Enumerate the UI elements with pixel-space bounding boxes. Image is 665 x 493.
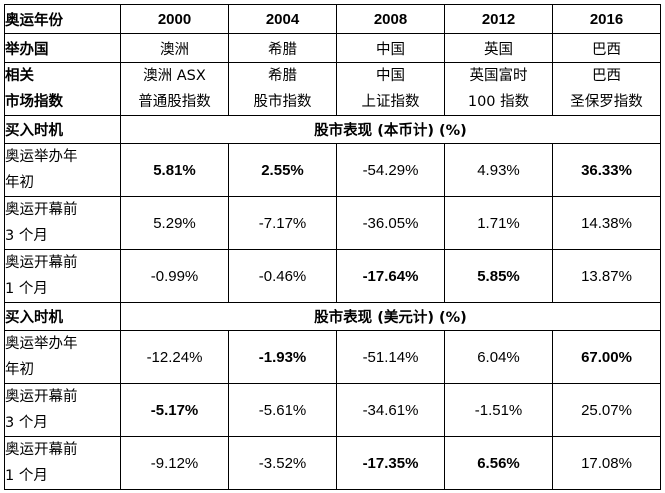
market-index-name-line2: 上证指数 <box>361 94 420 110</box>
return-cell: -5.61% <box>228 383 337 437</box>
year-header-cell: 2008 <box>336 4 445 34</box>
section-title: 股市表现 (美元计) (%) <box>120 302 661 331</box>
section-header-row: 买入时机 股市表现 (本币计) (%) <box>4 115 661 144</box>
section-header-row: 买入时机 股市表现 (美元计) (%) <box>4 302 661 331</box>
year-header-label: 奥运年份 <box>4 4 121 34</box>
return-cell: 13.87% <box>552 249 661 303</box>
return-cell: -0.46% <box>228 249 337 303</box>
host-country-row: 举办国 澳洲 希腊 中国 英国 巴西 <box>4 33 661 63</box>
return-cell: -9.12% <box>120 436 229 490</box>
year-header-cell: 2000 <box>120 4 229 34</box>
timing-label-line1: 奥运开幕前 <box>5 202 78 218</box>
market-index-name-line1: 澳洲 ASX <box>143 68 206 84</box>
return-cell: 36.33% <box>552 143 661 197</box>
return-cell: 25.07% <box>552 383 661 437</box>
timing-label: 奥运举办年 年初 <box>4 143 121 197</box>
section-title: 股市表现 (本币计) (%) <box>120 115 661 144</box>
return-cell: -17.35% <box>336 436 445 490</box>
return-cell: 4.93% <box>444 143 553 197</box>
table-row: 奥运举办年 年初 -12.24% -1.93% -51.14% 6.04% 67… <box>4 330 661 384</box>
return-cell: -54.29% <box>336 143 445 197</box>
table-row: 奥运开幕前 3 个月 -5.17% -5.61% -34.61% -1.51% … <box>4 383 661 437</box>
buy-timing-label: 买入时机 <box>4 302 121 331</box>
timing-label-line1: 奥运开幕前 <box>5 255 78 271</box>
timing-label-line2: 1 个月 <box>5 468 48 484</box>
market-index-name-line2: 圣保罗指数 <box>570 94 643 110</box>
return-cell: 1.71% <box>444 196 553 250</box>
timing-label-line1: 奥运举办年 <box>5 336 78 352</box>
timing-label: 奥运开幕前 3 个月 <box>4 383 121 437</box>
return-cell: -7.17% <box>228 196 337 250</box>
timing-label-line1: 奥运开幕前 <box>5 389 78 405</box>
host-country-label: 举办国 <box>4 33 121 63</box>
host-country-cell: 英国 <box>444 33 553 63</box>
market-index-name-line1: 英国富时 <box>469 68 528 84</box>
return-cell: 17.08% <box>552 436 661 490</box>
market-index-cell: 希腊 股市指数 <box>228 62 337 116</box>
return-cell: 67.00% <box>552 330 661 384</box>
market-index-name-line2: 普通股指数 <box>138 94 211 110</box>
return-cell: 5.29% <box>120 196 229 250</box>
return-cell: -34.61% <box>336 383 445 437</box>
timing-label-line2: 1 个月 <box>5 281 48 297</box>
return-cell: 14.38% <box>552 196 661 250</box>
return-cell: -3.52% <box>228 436 337 490</box>
timing-label: 奥运开幕前 1 个月 <box>4 249 121 303</box>
olympic-market-returns-table: 奥运年份 2000 2004 2008 2012 2016 举办国 澳洲 希腊 … <box>4 4 661 490</box>
timing-label-line2: 3 个月 <box>5 228 48 244</box>
year-header-cell: 2016 <box>552 4 661 34</box>
return-cell: 2.55% <box>228 143 337 197</box>
return-cell: -12.24% <box>120 330 229 384</box>
return-cell: -17.64% <box>336 249 445 303</box>
timing-label-line1: 奥运举办年 <box>5 149 78 165</box>
market-index-label: 相关 市场指数 <box>4 62 121 116</box>
market-index-cell: 中国 上证指数 <box>336 62 445 116</box>
timing-label-line2: 3 个月 <box>5 415 48 431</box>
market-index-cell: 英国富时 100 指数 <box>444 62 553 116</box>
market-index-cell: 澳洲 ASX 普通股指数 <box>120 62 229 116</box>
timing-label: 奥运举办年 年初 <box>4 330 121 384</box>
market-index-row: 相关 市场指数 澳洲 ASX 普通股指数 希腊 股市指数 中国 上证指数 英国富… <box>4 62 661 116</box>
market-index-name-line1: 巴西 <box>592 68 621 84</box>
return-cell: 5.81% <box>120 143 229 197</box>
host-country-cell: 澳洲 <box>120 33 229 63</box>
table-row: 奥运开幕前 1 个月 -9.12% -3.52% -17.35% 6.56% 1… <box>4 436 661 490</box>
host-country-cell: 巴西 <box>552 33 661 63</box>
timing-label: 奥运开幕前 1 个月 <box>4 436 121 490</box>
return-cell: -51.14% <box>336 330 445 384</box>
return-cell: -36.05% <box>336 196 445 250</box>
return-cell: -1.93% <box>228 330 337 384</box>
market-index-cell: 巴西 圣保罗指数 <box>552 62 661 116</box>
year-header-cell: 2004 <box>228 4 337 34</box>
return-cell: -1.51% <box>444 383 553 437</box>
host-country-cell: 中国 <box>336 33 445 63</box>
market-index-name-line1: 希腊 <box>268 68 297 84</box>
timing-label-line2: 年初 <box>5 362 34 378</box>
buy-timing-label: 买入时机 <box>4 115 121 144</box>
market-index-name-line2: 股市指数 <box>253 94 312 110</box>
timing-label-line2: 年初 <box>5 175 34 191</box>
timing-label: 奥运开幕前 3 个月 <box>4 196 121 250</box>
market-index-label-line2: 市场指数 <box>5 94 63 110</box>
table-row: 奥运开幕前 3 个月 5.29% -7.17% -36.05% 1.71% 14… <box>4 196 661 250</box>
market-index-label-line1: 相关 <box>5 68 34 84</box>
table-row: 奥运开幕前 1 个月 -0.99% -0.46% -17.64% 5.85% 1… <box>4 249 661 303</box>
timing-label-line1: 奥运开幕前 <box>5 442 78 458</box>
table-row: 奥运举办年 年初 5.81% 2.55% -54.29% 4.93% 36.33… <box>4 143 661 197</box>
return-cell: 5.85% <box>444 249 553 303</box>
return-cell: -5.17% <box>120 383 229 437</box>
host-country-cell: 希腊 <box>228 33 337 63</box>
market-index-name-line2: 100 指数 <box>467 94 530 110</box>
return-cell: 6.04% <box>444 330 553 384</box>
year-header-cell: 2012 <box>444 4 553 34</box>
year-header-row: 奥运年份 2000 2004 2008 2012 2016 <box>4 4 661 34</box>
return-cell: -0.99% <box>120 249 229 303</box>
market-index-name-line1: 中国 <box>376 68 405 84</box>
return-cell: 6.56% <box>444 436 553 490</box>
